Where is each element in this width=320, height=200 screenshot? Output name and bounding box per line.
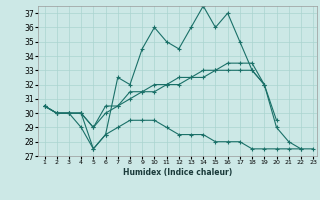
X-axis label: Humidex (Indice chaleur): Humidex (Indice chaleur) [123,168,232,177]
